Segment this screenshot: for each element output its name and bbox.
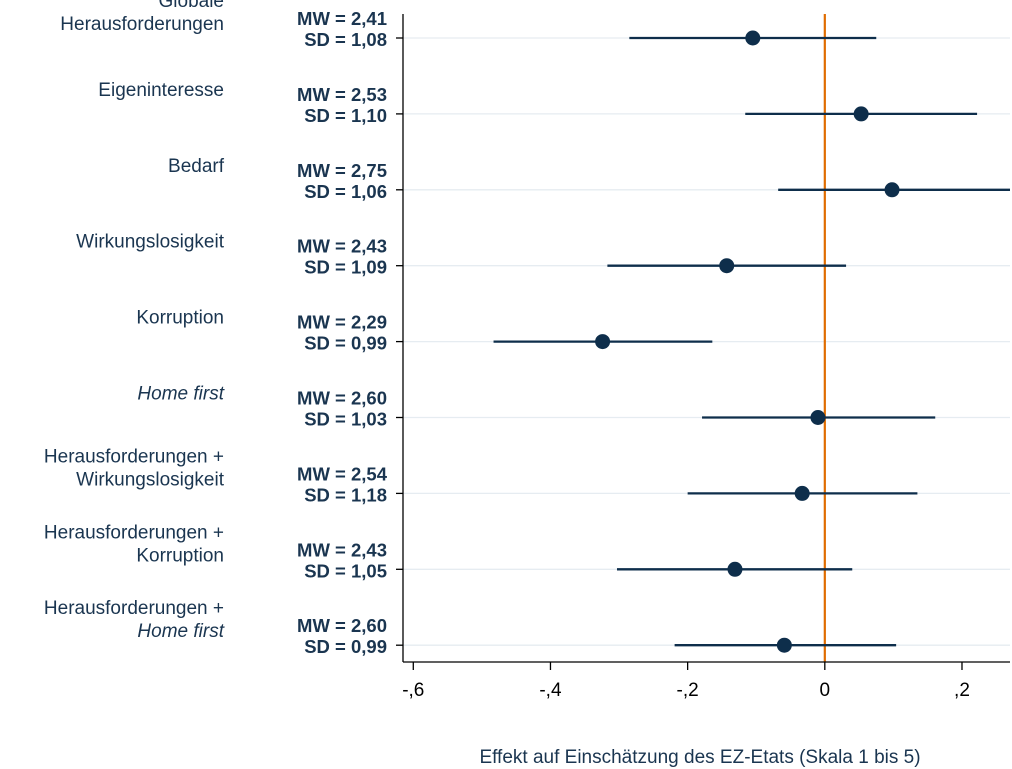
x-tick-label: -,6 <box>402 680 424 701</box>
sd-label: SD = 1,09 <box>304 257 387 278</box>
mw-label: MW = 2,43 <box>297 539 387 560</box>
sd-label: SD = 1,08 <box>304 29 387 50</box>
point-marker <box>776 637 792 653</box>
sd-label: SD = 1,03 <box>304 409 387 430</box>
row-label: Wirkungslosigkeit <box>76 232 225 253</box>
x-tick-label: -,4 <box>539 680 562 701</box>
point-marker <box>595 334 611 350</box>
point-estimates <box>595 30 900 653</box>
row-label-line: Korruption <box>136 308 224 329</box>
row-label-line: Herausforderungen + <box>44 598 224 619</box>
point-marker <box>884 182 900 198</box>
mw-label: MW = 2,60 <box>297 615 387 636</box>
point-marker <box>745 30 761 46</box>
sd-label: SD = 1,05 <box>304 560 387 581</box>
row-label-line: Wirkungslosigkeit <box>76 469 225 490</box>
row-label: Herausforderungen + Wirkungslosigkeit <box>44 446 225 490</box>
sd-label: SD = 1,06 <box>304 181 387 202</box>
point-marker <box>853 106 869 122</box>
point-marker <box>794 485 810 501</box>
row-label: Globale Herausforderungen <box>60 0 224 35</box>
mw-label: MW = 2,41 <box>297 8 387 29</box>
row-label: Korruption <box>136 308 224 329</box>
row-label-line: Korruption <box>136 545 224 566</box>
x-tick-label: -,2 <box>677 680 699 701</box>
row-label-line: Home first <box>137 621 224 642</box>
mw-label: MW = 2,60 <box>297 388 387 409</box>
x-tick-label: ,2 <box>954 680 970 701</box>
row-label: Herausforderungen + Korruption <box>44 522 224 566</box>
x-tick-label: 0 <box>820 680 831 701</box>
row-label-line: Home first <box>137 384 224 405</box>
row-label: Herausforderungen + Home first <box>44 598 225 642</box>
row-label-line: Eigeninteresse <box>98 80 224 101</box>
axes: -,6 -,4 -,2 0 ,2 <box>396 14 1010 701</box>
row-label-line: Herausforderungen + <box>44 446 224 467</box>
point-marker <box>727 561 743 577</box>
mw-label: MW = 2,43 <box>297 236 387 257</box>
row-label: Bedarf <box>168 156 225 177</box>
sd-label: SD = 0,99 <box>304 333 387 354</box>
row-label: Home first <box>137 384 224 405</box>
mw-label: MW = 2,29 <box>297 312 387 333</box>
mw-label: MW = 2,53 <box>297 84 387 105</box>
mw-label: MW = 2,75 <box>297 160 387 181</box>
mw-label: MW = 2,54 <box>297 463 388 484</box>
row-label-line: Herausforderungen <box>60 14 224 35</box>
sd-label: SD = 0,99 <box>304 636 387 657</box>
row-label-line: Herausforderungen + <box>44 522 224 543</box>
point-marker <box>719 258 735 274</box>
sd-label: SD = 1,18 <box>304 484 387 505</box>
row-label-line: Bedarf <box>168 156 225 177</box>
sd-label: SD = 1,10 <box>304 105 387 126</box>
x-axis-title: Effekt auf Einschätzung des EZ-Etats (Sk… <box>479 747 920 768</box>
point-marker <box>810 410 826 425</box>
row-label-line: Globale <box>159 0 225 12</box>
row-label-line: Wirkungslosigkeit <box>76 232 225 253</box>
row-label: Eigeninteresse <box>98 80 224 101</box>
